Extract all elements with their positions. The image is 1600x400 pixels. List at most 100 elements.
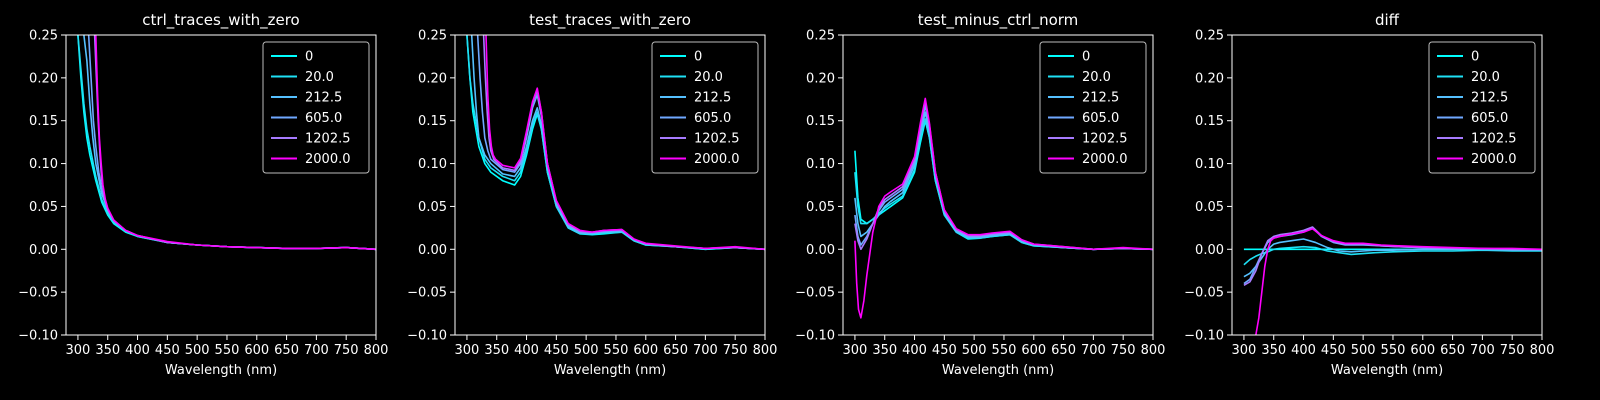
legend-label: 1202.5 [1471,132,1517,147]
y-tick-label: 0.25 [29,29,58,44]
x-tick-label: 300 [66,343,91,358]
x-tick-label: 550 [1381,343,1406,358]
x-tick-label: 350 [872,343,897,358]
legend-label: 1202.5 [305,132,351,147]
x-tick-label: 450 [932,343,957,358]
x-tick-label: 400 [125,343,150,358]
y-tick-label: −0.10 [407,329,447,344]
series-line-20.0 [1243,245,1542,266]
legend-label: 1202.5 [1082,132,1128,147]
plot-frame [65,34,377,336]
legend-frame [651,41,759,174]
y-tick-label: −0.10 [1184,329,1224,344]
y-tick-label: 0.05 [418,200,447,215]
legend-label: 605.0 [305,111,342,126]
y-tick-label: 0.25 [1195,29,1224,44]
legend-label: 20.0 [1471,70,1500,85]
legend-label: 212.5 [1471,91,1508,106]
series-group [466,35,765,251]
y-tick-label: 0.10 [1195,157,1224,172]
plot-frame [454,34,766,336]
legend-label: 0 [1471,50,1479,65]
y-tick-label: 0.15 [1195,114,1224,129]
y-tick-label: 0.00 [806,243,835,258]
x-tick-label: 350 [95,343,120,358]
chart-panel-2: 300 350 400 450 500 550 600 650 700 750 800 −0.10 −0… [407,11,777,378]
y-tick-label: −0.10 [795,329,835,344]
chart-title: test_minus_ctrl_norm [918,11,1079,30]
legend-label: 605.0 [1471,111,1508,126]
x-tick-label: 600 [244,343,269,358]
x-tick-label: 650 [1051,343,1076,358]
chart-title: ctrl_traces_with_zero [142,11,299,30]
legend-frame [1428,41,1536,174]
y-tick-label: −0.10 [18,329,58,344]
legend-label: 212.5 [1082,91,1119,106]
legend: 0 20.0 212.5 605.0 1202.5 2000.0 [262,41,370,174]
x-tick-label: 600 [1021,343,1046,358]
legend-label: 0 [694,50,702,65]
x-tick-label: 450 [155,343,180,358]
x-tick-label: 450 [544,343,569,358]
x-tick-label: 300 [1232,343,1257,358]
legend: 0 20.0 212.5 605.0 1202.5 2000.0 [651,41,759,174]
legend-label: 2000.0 [305,152,351,167]
series-group [77,35,376,251]
legend-label: 1202.5 [694,132,740,147]
x-tick-label: 700 [304,343,329,358]
y-tick-label: 0.05 [29,200,58,215]
legend-label: 0 [1082,50,1090,65]
series-line-2000.0 [95,35,376,251]
y-tick-label: 0.20 [418,71,447,86]
legend-label: 2000.0 [1082,152,1128,167]
x-tick-label: 450 [1321,343,1346,358]
x-tick-label: 500 [1351,343,1376,358]
y-tick-label: −0.05 [1184,286,1224,301]
x-tick-label: 650 [274,343,299,358]
x-tick-label: 750 [334,343,359,358]
x-tick-label: 500 [185,343,210,358]
series-line-212.5 [1243,238,1542,278]
x-tick-label: 550 [215,343,240,358]
y-tick-label: 0.05 [806,200,835,215]
y-tick-label: 0.25 [418,29,447,44]
x-tick-label: 400 [902,343,927,358]
x-tick-label: 550 [992,343,1017,358]
x-tick-label: 550 [604,343,629,358]
x-tick-label: 350 [1261,343,1286,358]
y-tick-label: 0.00 [1195,243,1224,258]
y-tick-label: −0.05 [18,286,58,301]
x-tick-label: 700 [693,343,718,358]
y-tick-label: 0.25 [806,29,835,44]
x-tick-label: 400 [514,343,539,358]
y-tick-label: 0.15 [806,114,835,129]
y-tick-label: −0.05 [407,286,447,301]
plot-frame [1231,34,1543,336]
series-line-2000.0 [854,97,1153,319]
legend-frame [1039,41,1147,174]
y-tick-label: 0.20 [1195,71,1224,86]
chart-panel-1: 300 350 400 450 500 550 600 650 700 750 800 −0.10 −0… [18,11,388,378]
x-tick-label: 800 [1530,343,1555,358]
legend-label: 605.0 [694,111,731,126]
x-tick-label: 300 [455,343,480,358]
chart-title: diff [1375,11,1400,29]
x-axis-label: Wavelength (nm) [165,363,277,378]
series-line-2000.0 [485,35,765,251]
legend-label: 20.0 [305,70,334,85]
legend-label: 605.0 [1082,111,1119,126]
y-tick-label: 0.10 [29,157,58,172]
x-tick-label: 800 [753,343,778,358]
y-tick-label: 0.00 [418,243,447,258]
x-tick-label: 400 [1291,343,1316,358]
x-tick-label: 500 [962,343,987,358]
x-tick-label: 300 [843,343,868,358]
y-tick-label: 0.20 [29,71,58,86]
legend-frame [262,41,370,174]
x-axis-label: Wavelength (nm) [942,363,1054,378]
x-tick-label: 600 [633,343,658,358]
x-tick-label: 350 [484,343,509,358]
y-tick-label: 0.15 [29,114,58,129]
legend: 0 20.0 212.5 605.0 1202.5 2000.0 [1039,41,1147,174]
